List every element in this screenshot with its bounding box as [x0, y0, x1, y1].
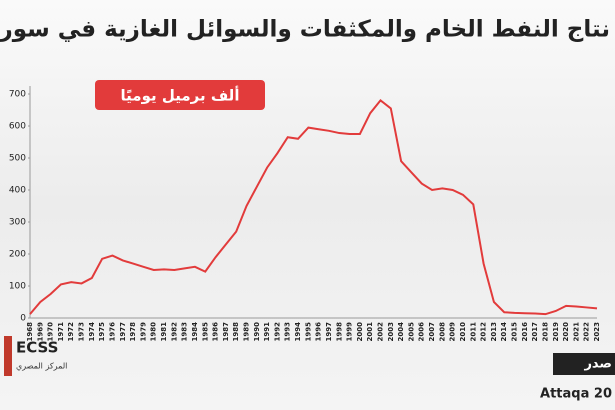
x-tick-label: 1992	[273, 322, 281, 342]
x-tick-label: 1984	[191, 322, 199, 342]
y-tick-label: 500	[9, 154, 26, 164]
line	[29, 99, 598, 316]
x-tick-label: 2006	[418, 322, 426, 342]
x-tick-label: 1986	[212, 322, 220, 342]
x-tick-label: 2000	[356, 322, 364, 342]
source-label: صدر	[583, 357, 612, 372]
x-tick-label: 2002	[377, 322, 385, 342]
x-tick-label: 1973	[78, 322, 86, 342]
x-tick-label: 1993	[284, 322, 292, 342]
x-tick-label: 1996	[315, 322, 323, 342]
x-tick-label: 1977	[119, 322, 127, 342]
y-tick-label: 100	[9, 282, 26, 292]
logo-mark	[4, 336, 12, 376]
x-tick-label: 1989	[242, 322, 250, 342]
x-tick-label: 2009	[449, 322, 457, 342]
x-tick-label: 2023	[593, 322, 601, 342]
y-tick-label: 700	[9, 90, 26, 100]
y-tick-label: 300	[9, 218, 26, 228]
source-box	[553, 353, 615, 375]
x-tick-label: 2022	[583, 322, 591, 342]
x-tick-label: 2001	[366, 322, 374, 342]
x-tick-label: 2021	[572, 322, 580, 342]
chart-title: نتاج النفط الخام والمكثفات والسوائل الغا…	[0, 17, 610, 43]
x-tick-label: 1995	[304, 322, 312, 342]
x-tick-label: 1979	[139, 322, 147, 342]
x-tick-label: 1972	[67, 322, 75, 342]
x-tick-label: 2008	[438, 322, 446, 342]
x-tick-label: 1997	[325, 322, 333, 342]
x-tick-label: 1983	[181, 322, 189, 342]
x-tick-label: 1998	[335, 322, 343, 342]
logo: ECSS	[16, 339, 58, 357]
x-tick-label: 1991	[263, 322, 271, 342]
x-tick-label: 1978	[129, 322, 137, 342]
x-tick-label: 1980	[150, 322, 158, 342]
y-tick-label: 200	[9, 250, 26, 260]
x-tick-label: 1981	[160, 322, 168, 342]
unit-box	[95, 80, 265, 110]
x-tick-label: 2015	[511, 322, 519, 342]
x-tick-label: 2004	[397, 322, 405, 342]
x-tick-label: 2013	[490, 322, 498, 342]
x-tick-label: 1975	[98, 322, 106, 342]
x-tick-label: 1985	[201, 322, 209, 342]
x-tick-label: 2014	[500, 322, 508, 342]
x-tick-label: 1994	[294, 322, 302, 342]
y-tick-label: 0	[20, 314, 26, 324]
x-tick-label: 2018	[541, 322, 549, 342]
x-tick-label: 1969	[36, 322, 44, 342]
x-tick-label: 1971	[57, 322, 65, 342]
x-tick-label: 1982	[170, 322, 178, 342]
x-tick-label: 2020	[562, 322, 570, 342]
x-tick-label: 2017	[531, 322, 539, 342]
unit-label: ألف برميل يوميًا	[121, 86, 240, 105]
x-tick-label: 2011	[469, 322, 477, 342]
x-tick-label: 1990	[253, 322, 261, 342]
x-tick-label: 1987	[222, 322, 230, 342]
x-tick-label: 2012	[480, 322, 488, 342]
x-tick-label: 1976	[108, 322, 116, 342]
x-tick-label: 1988	[232, 322, 240, 342]
x-tick-label: 1968	[26, 322, 34, 342]
x-tick-label: 2016	[521, 322, 529, 342]
x-tick-label: 1970	[47, 322, 55, 342]
x-tick-label: 2007	[428, 322, 436, 342]
source: Attaqa 20	[540, 387, 612, 402]
y-tick-label: 400	[9, 186, 26, 196]
logo-sub: المركز المصري	[16, 362, 67, 371]
x-tick-label: 2010	[459, 322, 467, 342]
x-tick-label: 1974	[88, 322, 96, 342]
x-tick-label: 1999	[346, 322, 354, 342]
x-tick-label: 2005	[407, 322, 415, 342]
x-tick-label: 2003	[387, 322, 395, 342]
x-tick-label: 2019	[552, 322, 560, 342]
y-tick-label: 600	[9, 122, 26, 132]
